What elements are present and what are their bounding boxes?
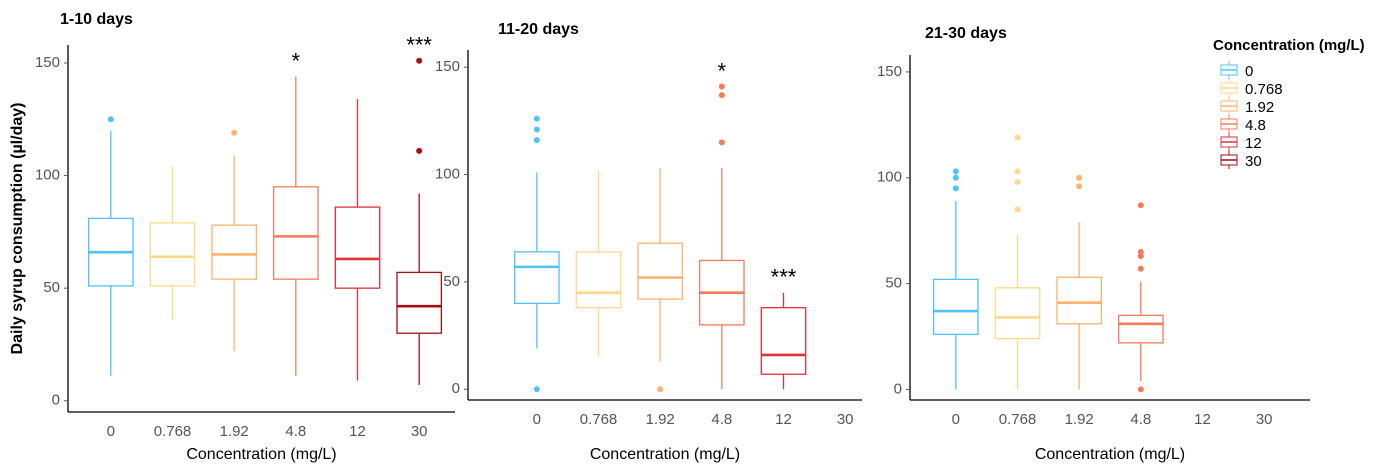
x-tick-label: 1.92 [220, 423, 249, 440]
outlier [533, 386, 540, 393]
y-tick-label: 100 [35, 167, 60, 184]
x-tick-label: 30 [411, 423, 428, 440]
y-tick-label: 50 [43, 279, 60, 296]
x-tick-label: 30 [837, 411, 854, 428]
x-tick-label: 0.768 [154, 423, 192, 440]
y-tick-label: 0 [894, 380, 902, 397]
outlier [952, 174, 959, 181]
box [932, 278, 979, 336]
y-tick-label: 150 [435, 58, 460, 75]
outlier [718, 92, 725, 99]
significance: *** [406, 33, 432, 58]
significance: * [718, 58, 727, 83]
box [272, 186, 319, 280]
x-axis-label: Concentration (mg/L) [590, 446, 740, 463]
outlier [952, 168, 959, 175]
box [575, 251, 622, 309]
outlier [952, 185, 959, 192]
outlier [231, 129, 238, 136]
y-tick-label: 100 [877, 169, 902, 186]
x-tick-label: 4.8 [711, 411, 732, 428]
legend-label: 30 [1245, 153, 1262, 170]
legend-label: 12 [1245, 135, 1262, 152]
outlier [1014, 206, 1021, 213]
outlier [533, 137, 540, 144]
legend-label: 4.8 [1245, 117, 1266, 134]
x-tick-label: 4.8 [285, 423, 306, 440]
outlier [1076, 174, 1083, 181]
legend-label: 1.92 [1245, 99, 1274, 116]
outlier [1137, 386, 1144, 393]
outlier [657, 386, 664, 393]
y-tick-label: 150 [877, 63, 902, 80]
outlier [1076, 183, 1083, 190]
x-axis-label: Concentration (mg/L) [1035, 446, 1185, 463]
outlier [1137, 248, 1144, 255]
x-tick-label: 4.8 [1130, 411, 1151, 428]
outlier [533, 126, 540, 133]
y-tick-label: 50 [885, 275, 902, 292]
panel-title: 21-30 days [925, 25, 1007, 42]
legend-label: 0 [1245, 63, 1253, 80]
x-tick-label: 0.768 [580, 411, 618, 428]
box [1056, 276, 1103, 325]
y-axis-label: Daily syrup consumption (µl/day) [9, 103, 26, 355]
outlier [1137, 253, 1144, 260]
legend-title: Concentration (mg/L) [1213, 37, 1365, 54]
box [149, 222, 196, 287]
y-tick-label: 50 [443, 273, 460, 290]
outlier [533, 115, 540, 122]
x-tick-label: 12 [775, 411, 792, 428]
x-tick-label: 0.768 [999, 411, 1037, 428]
outlier [1014, 168, 1021, 175]
y-tick-label: 150 [35, 54, 60, 71]
outlier [718, 83, 725, 90]
outlier [1137, 265, 1144, 272]
outlier [416, 57, 423, 64]
y-tick-label: 100 [435, 166, 460, 183]
box [994, 287, 1041, 340]
box [637, 242, 684, 300]
outlier [718, 139, 725, 146]
x-tick-label: 0 [952, 411, 960, 428]
outlier [1014, 178, 1021, 185]
y-tick-label: 0 [52, 392, 60, 409]
x-tick-label: 12 [1194, 411, 1211, 428]
panel-title: 1-10 days [60, 11, 133, 28]
box [211, 224, 258, 280]
significance: *** [771, 264, 797, 289]
outlier [1137, 202, 1144, 209]
x-tick-label: 1.92 [646, 411, 675, 428]
x-tick-label: 0 [107, 423, 115, 440]
y-tick-label: 0 [452, 380, 460, 397]
outlier [107, 116, 114, 123]
x-tick-label: 0 [533, 411, 541, 428]
box [513, 251, 560, 305]
x-tick-label: 30 [1256, 411, 1273, 428]
panel-title: 11-20 days [498, 21, 579, 38]
box [396, 271, 443, 334]
legend-label: 0.768 [1245, 81, 1283, 98]
outlier [416, 147, 423, 154]
x-tick-label: 1.92 [1065, 411, 1094, 428]
box [760, 307, 807, 375]
outlier [1014, 134, 1021, 141]
x-axis-label: Concentration (mg/L) [186, 446, 336, 463]
box [334, 206, 381, 289]
x-tick-label: 12 [349, 423, 366, 440]
significance: * [292, 48, 301, 73]
box [1117, 314, 1164, 344]
